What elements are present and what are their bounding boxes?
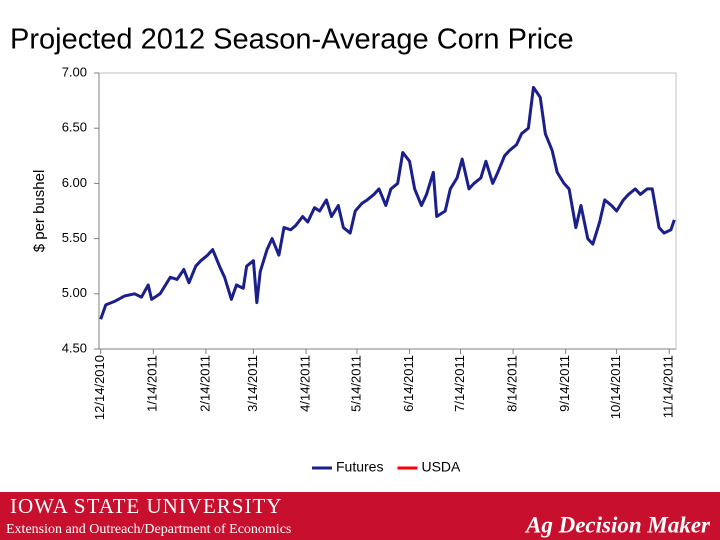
x-tick-label: 2/14/2011 — [197, 355, 212, 412]
x-tick-label: 10/14/2011 — [608, 355, 623, 419]
footer-university: IOWA STATE UNIVERSITY — [10, 494, 282, 518]
x-tick-label: 9/14/2011 — [557, 355, 572, 412]
x-tick-label: 8/14/2011 — [505, 355, 520, 412]
x-tick-label: 3/14/2011 — [245, 355, 260, 412]
y-tick-label: 7.00 — [62, 64, 87, 79]
x-tick-label: 6/14/2011 — [401, 355, 416, 412]
footer-band — [0, 492, 720, 540]
legend: Futures USDA — [305, 457, 483, 479]
footer-department: Extension and Outreach/Department of Eco… — [6, 522, 291, 537]
y-tick-label: 4.50 — [62, 340, 87, 355]
y-tick-label: 5.00 — [62, 285, 87, 300]
plot-frame — [98, 72, 677, 350]
footer-brand: Ag Decision Maker — [524, 512, 711, 537]
x-tick-label: 5/14/2011 — [348, 355, 363, 412]
legend-box — [305, 457, 483, 479]
x-tick-label: 4/14/2011 — [297, 355, 312, 412]
x-tick-label: 12/14/2010 — [92, 355, 107, 420]
y-tick-label: 5.50 — [62, 230, 87, 245]
y-tick-label: 6.00 — [62, 175, 87, 190]
y-tick-label: 6.50 — [62, 120, 87, 135]
chart-title: Projected 2012 Season-Average Corn Price — [10, 24, 574, 56]
x-tick-label: 7/14/2011 — [452, 355, 467, 412]
series-line — [99, 85, 676, 320]
x-tick-label: 1/14/2011 — [145, 355, 160, 412]
legend-label: Futures — [336, 459, 383, 475]
y-axis-label: $ per bushel — [31, 170, 48, 253]
legend-label: USDA — [421, 459, 461, 475]
x-tick-label: 11/14/2011 — [661, 355, 676, 418]
